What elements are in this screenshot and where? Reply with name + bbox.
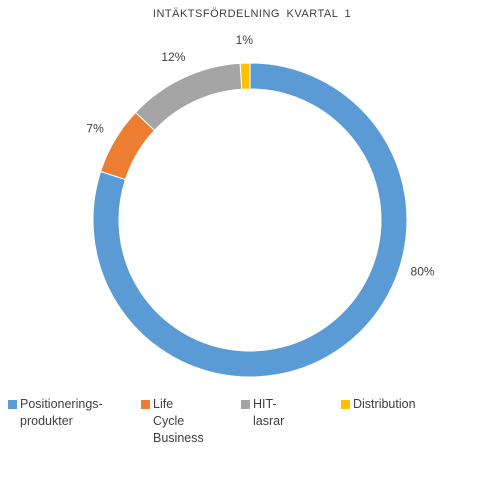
legend-swatch [341, 400, 350, 409]
legend-label: Distribution [353, 397, 416, 411]
legend-swatch [141, 400, 150, 409]
donut-slice-2 [134, 62, 243, 132]
donut-slice-3 [239, 62, 251, 90]
legend-label: HIT-lasrar [253, 397, 285, 428]
data-label-0: 80% [411, 264, 435, 278]
data-label-1: 7% [86, 121, 104, 135]
legend-label: Positionerings- produkter [20, 397, 103, 428]
chart-legend: Positionerings- produkter Life Cycle Bus… [8, 396, 498, 445]
legend-label: Life Cycle Business [153, 397, 204, 445]
data-label-2: 12% [161, 50, 185, 64]
data-label-3: 1% [236, 33, 254, 47]
donut-slice-0 [92, 62, 408, 378]
chart-title: INTÄKTSFÖRDELNING KVARTAL 1 [152, 8, 352, 20]
legend-swatch [241, 400, 250, 409]
legend-swatch [8, 400, 17, 409]
donut-chart: 80% 7% 12% 1% [86, 33, 435, 378]
